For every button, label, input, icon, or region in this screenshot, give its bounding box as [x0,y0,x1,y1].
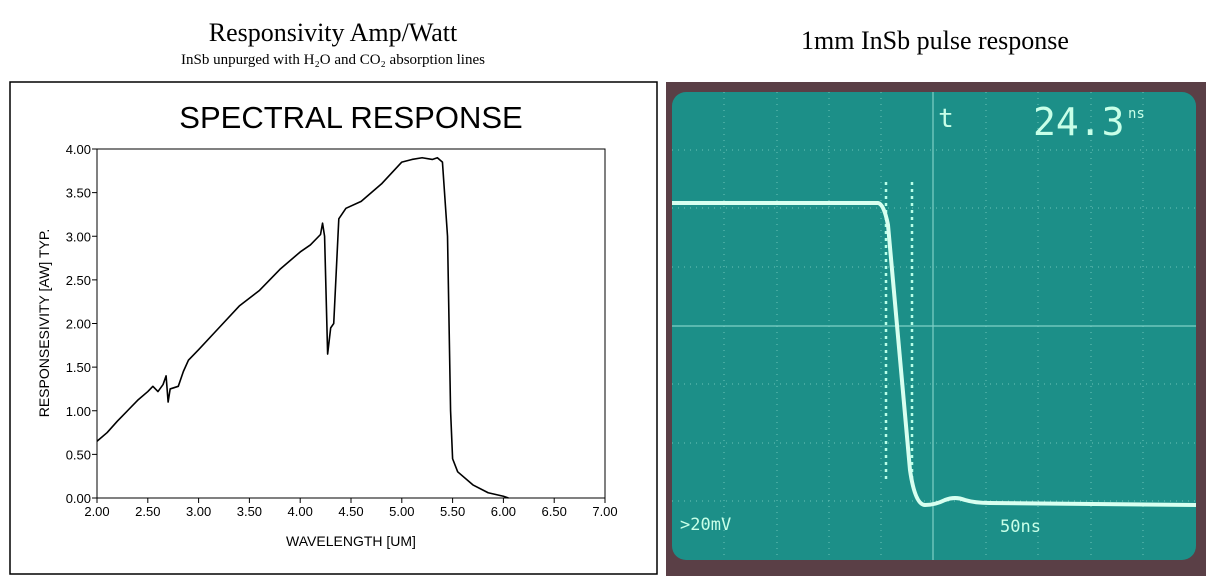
x-tick-label: 4.50 [338,504,363,519]
y-tick-label: 3.00 [66,229,91,244]
y-tick-label: 3.50 [66,186,91,201]
y-axis-label: RESPONSESIVITY [AW] TYP. [36,229,52,418]
x-tick-label: 6.00 [491,504,516,519]
x-tick-label: 6.50 [542,504,567,519]
data-line [96,156,509,499]
y-tick-label: 2.50 [66,273,91,288]
x-tick-label: 2.50 [135,504,160,519]
scope-cursor-unit: ns [1128,106,1145,122]
right-title: 1mm InSb pulse response [801,26,1069,55]
x-tick-label: 3.00 [186,504,211,519]
y-tick-label: 1.50 [66,360,91,375]
x-tick-label: 5.50 [440,504,465,519]
y-tick-label: 0.50 [66,447,91,462]
oscilloscope: t 24.3 ns >20mV 50ns [666,82,1206,576]
x-axis-label: WAVELENGTH [UM] [286,533,416,549]
scope-trace [672,201,1197,508]
left-title: Responsivity Amp/Watt [209,18,458,47]
x-tick-label: 4.00 [288,504,313,519]
x-tick-label: 2.00 [84,504,109,519]
scope-cursor-value: 24.3 [1033,100,1125,144]
left-subtitle: InSb unpurged with H₂O and CO₂ absorptio… [181,52,485,68]
chart-title: SPECTRAL RESPONSE [179,100,522,135]
y-tick-label: 0.00 [66,491,91,506]
y-tick-label: 2.00 [66,317,91,332]
y-tick-label: 1.00 [66,404,91,419]
scope-volts: >20mV [680,515,731,535]
x-tick-label: 3.50 [237,504,262,519]
chart-frame [9,81,658,575]
y-tick-label: 4.00 [66,142,91,157]
plot: 0.00 0.50 1.00 1.50 2.00 2.50 3.00 3.50 4.00 2.00… [66,142,618,519]
x-tick-label: 5.00 [389,504,414,519]
scope-cursor-label: t [938,104,954,134]
scope-time: 50ns [1000,517,1041,537]
x-tick-label: 7.00 [592,504,617,519]
